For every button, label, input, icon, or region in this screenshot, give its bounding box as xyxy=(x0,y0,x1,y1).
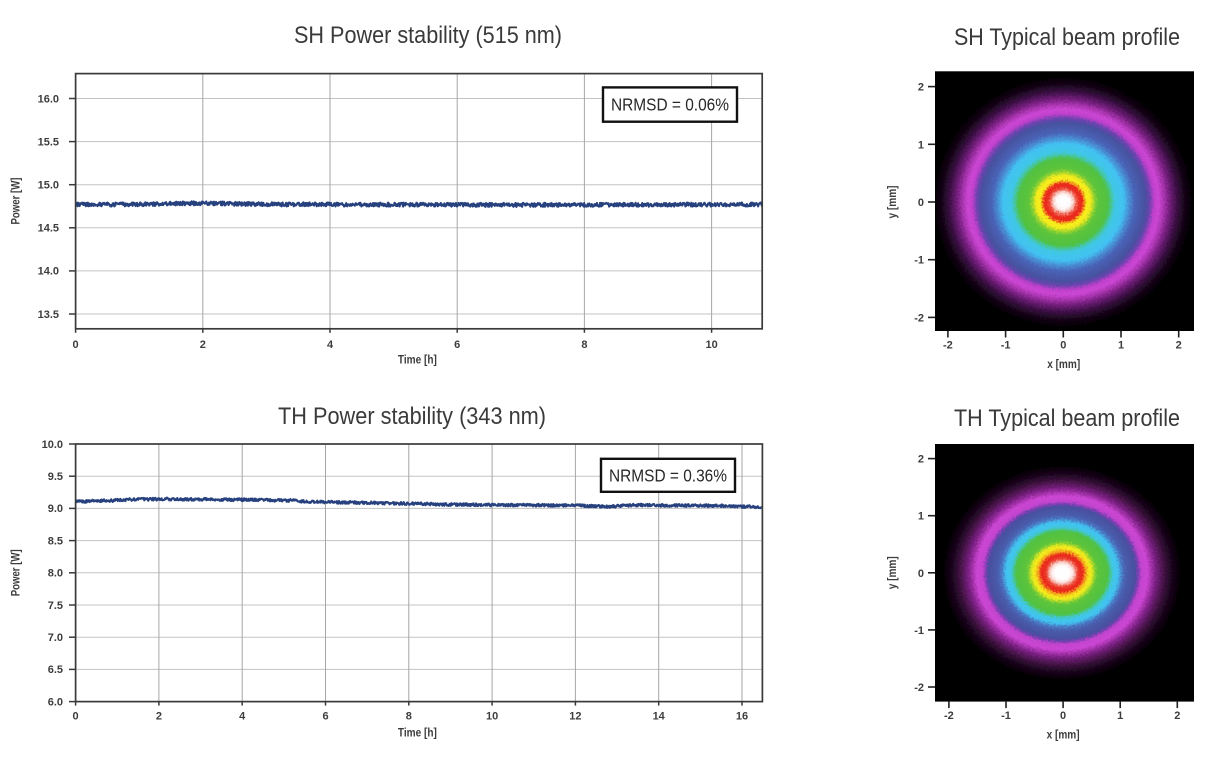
svg-text:4: 4 xyxy=(327,339,334,351)
svg-text:y [mm]: y [mm] xyxy=(885,186,899,219)
svg-text:0: 0 xyxy=(73,711,79,723)
svg-text:0: 0 xyxy=(1060,339,1066,351)
svg-text:14.5: 14.5 xyxy=(38,223,59,235)
svg-text:TH Typical beam profile: TH Typical beam profile xyxy=(954,405,1180,432)
svg-text:-1: -1 xyxy=(1001,710,1011,722)
svg-text:Time [h]: Time [h] xyxy=(398,725,437,739)
svg-text:6.0: 6.0 xyxy=(48,696,63,708)
svg-text:8: 8 xyxy=(581,339,587,351)
svg-text:14.0: 14.0 xyxy=(38,266,59,278)
svg-text:0: 0 xyxy=(918,197,924,209)
svg-text:x [mm]: x [mm] xyxy=(1047,728,1080,742)
svg-text:2: 2 xyxy=(918,82,924,94)
svg-text:1: 1 xyxy=(1118,339,1124,351)
svg-text:13.5: 13.5 xyxy=(38,309,59,321)
svg-text:6.5: 6.5 xyxy=(48,664,63,676)
svg-text:2: 2 xyxy=(1176,339,1182,351)
svg-text:y [mm]: y [mm] xyxy=(885,556,899,589)
svg-text:0: 0 xyxy=(73,339,79,351)
svg-text:6: 6 xyxy=(322,711,328,723)
svg-text:10: 10 xyxy=(705,339,717,351)
svg-text:16: 16 xyxy=(736,711,748,723)
svg-text:9.5: 9.5 xyxy=(48,471,63,483)
svg-text:0: 0 xyxy=(918,568,924,580)
svg-text:x [mm]: x [mm] xyxy=(1047,357,1080,371)
svg-text:7.0: 7.0 xyxy=(48,632,63,644)
svg-text:4: 4 xyxy=(239,711,246,723)
svg-text:8.5: 8.5 xyxy=(48,535,63,547)
svg-text:6: 6 xyxy=(454,339,460,351)
svg-text:TH Power stability (343 nm): TH Power stability (343 nm) xyxy=(278,403,546,430)
svg-text:2: 2 xyxy=(1174,710,1180,722)
svg-text:14: 14 xyxy=(653,711,666,723)
svg-text:2: 2 xyxy=(156,711,162,723)
svg-text:-2: -2 xyxy=(914,682,924,694)
svg-text:15.0: 15.0 xyxy=(38,180,59,192)
svg-text:9.0: 9.0 xyxy=(48,503,63,515)
svg-text:1: 1 xyxy=(918,511,924,523)
svg-text:NRMSD = 0.06%: NRMSD = 0.06% xyxy=(611,95,729,115)
svg-text:-1: -1 xyxy=(914,255,924,267)
svg-text:10: 10 xyxy=(486,711,498,723)
svg-text:10.0: 10.0 xyxy=(42,439,63,451)
svg-text:SH Power stability (515 nm): SH Power stability (515 nm) xyxy=(294,22,562,49)
svg-text:NRMSD = 0.36%: NRMSD = 0.36% xyxy=(609,465,727,485)
svg-text:0: 0 xyxy=(1060,710,1066,722)
svg-text:SH Typical beam profile: SH Typical beam profile xyxy=(954,24,1180,51)
svg-text:16.0: 16.0 xyxy=(38,93,59,105)
svg-text:Power [W]: Power [W] xyxy=(9,178,23,225)
svg-text:7.5: 7.5 xyxy=(48,600,63,612)
svg-text:-1: -1 xyxy=(914,625,924,637)
svg-text:Time [h]: Time [h] xyxy=(398,353,437,367)
svg-text:1: 1 xyxy=(1117,710,1123,722)
svg-text:-2: -2 xyxy=(944,710,954,722)
svg-text:2: 2 xyxy=(200,339,206,351)
svg-text:12: 12 xyxy=(569,711,581,723)
svg-text:-2: -2 xyxy=(914,312,924,324)
svg-text:-2: -2 xyxy=(943,339,953,351)
svg-text:1: 1 xyxy=(918,139,924,151)
svg-text:15.5: 15.5 xyxy=(38,136,59,148)
svg-text:2: 2 xyxy=(918,454,924,466)
svg-text:Power [W]: Power [W] xyxy=(9,549,23,596)
svg-text:-1: -1 xyxy=(1001,339,1011,351)
svg-text:8: 8 xyxy=(406,711,412,723)
svg-text:8.0: 8.0 xyxy=(48,568,63,580)
